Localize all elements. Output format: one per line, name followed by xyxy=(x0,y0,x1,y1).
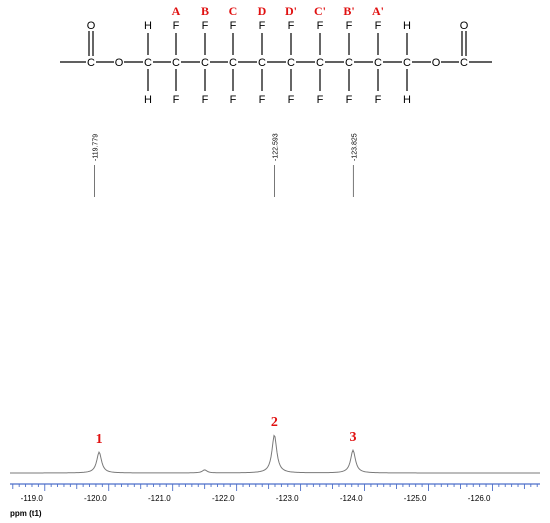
peak-shift-label: -123.825 xyxy=(351,133,358,161)
x-axis-label: ppm (t1) xyxy=(10,509,42,518)
spectrum-trace xyxy=(10,434,540,474)
fluorine-atom: F xyxy=(288,20,295,32)
hydrogen-atom: H xyxy=(144,94,152,106)
position-label: D' xyxy=(285,4,297,18)
carbonyl-carbon: C xyxy=(460,57,468,69)
position-labels: A B C D D' C' B' A' xyxy=(172,4,384,18)
fluorine-atom: F xyxy=(202,94,209,106)
fluorine-atom: F xyxy=(259,20,266,32)
tick-label: -119.0 xyxy=(21,494,44,503)
fluorine-atom: F xyxy=(317,94,324,106)
hydrogen-atom: H xyxy=(403,20,411,32)
ester-oxygen: O xyxy=(115,57,124,69)
carbonyl-oxygen: O xyxy=(460,20,469,32)
peak-shift-label: -119.779 xyxy=(93,134,100,161)
fluorine-atom: F xyxy=(173,94,180,106)
hydrogen-atom: H xyxy=(403,94,411,106)
chain-carbon: C xyxy=(316,57,324,69)
fluorine-atom: F xyxy=(173,20,180,32)
chain-carbon: C xyxy=(345,57,353,69)
carbonyl-carbon: C xyxy=(87,57,95,69)
fluorine-atom: F xyxy=(202,20,209,32)
chain-carbon: C xyxy=(172,57,180,69)
chain-carbon: C xyxy=(258,57,266,69)
chain-carbon: C xyxy=(403,57,411,69)
tick-label: -122.0 xyxy=(212,494,235,503)
tick-label: -125.0 xyxy=(404,494,427,503)
peak-label: 2 xyxy=(271,415,278,430)
chain-carbon: C xyxy=(229,57,237,69)
tick-label: -121.0 xyxy=(148,494,171,503)
molecule-bonds xyxy=(60,31,492,91)
tick-label: -120.0 xyxy=(84,494,107,503)
peak-label: 3 xyxy=(350,430,357,445)
fluorine-atom: F xyxy=(230,20,237,32)
tick-label: -123.0 xyxy=(276,494,299,503)
carbonyl-oxygen: O xyxy=(87,20,96,32)
position-label: C' xyxy=(314,4,326,18)
fluorine-atom: F xyxy=(375,94,382,106)
ester-oxygen: O xyxy=(432,57,441,69)
position-label: B xyxy=(201,4,209,18)
hydrogen-atom: H xyxy=(144,20,152,32)
fluorine-atom: F xyxy=(230,94,237,106)
peak-shift-label: -122.593 xyxy=(273,133,280,161)
molecule-atoms: O C O C O O H H C F F C F F C F F C F F C F F C F F C F F C F F C H H C xyxy=(87,20,469,106)
tick-label: -124.0 xyxy=(340,494,363,503)
tick-label: -126.0 xyxy=(468,494,491,503)
fluorine-atom: F xyxy=(288,94,295,106)
fluorine-atom: F xyxy=(346,20,353,32)
chain-carbon: C xyxy=(201,57,209,69)
chain-carbon: C xyxy=(374,57,382,69)
fluorine-atom: F xyxy=(346,94,353,106)
position-label: C xyxy=(229,4,238,18)
position-label: D xyxy=(258,4,267,18)
fluorine-atom: F xyxy=(259,94,266,106)
chain-carbon: C xyxy=(144,57,152,69)
position-label: B' xyxy=(343,4,354,18)
fluorine-atom: F xyxy=(317,20,324,32)
position-label: A xyxy=(172,4,181,18)
fluorine-atom: F xyxy=(375,20,382,32)
position-label: A' xyxy=(372,4,384,18)
chain-carbon: C xyxy=(287,57,295,69)
peak-label: 1 xyxy=(96,432,103,447)
